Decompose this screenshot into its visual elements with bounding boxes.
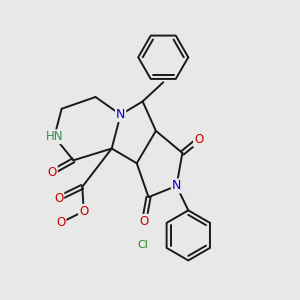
Text: O: O — [56, 216, 65, 229]
Text: O: O — [79, 205, 88, 218]
Text: O: O — [194, 133, 203, 146]
Text: HN: HN — [46, 130, 63, 143]
Text: O: O — [140, 215, 149, 228]
Text: N: N — [172, 179, 181, 192]
Text: O: O — [54, 192, 63, 205]
Text: O: O — [48, 166, 57, 178]
Text: Cl: Cl — [137, 240, 148, 250]
Text: N: N — [116, 108, 125, 121]
